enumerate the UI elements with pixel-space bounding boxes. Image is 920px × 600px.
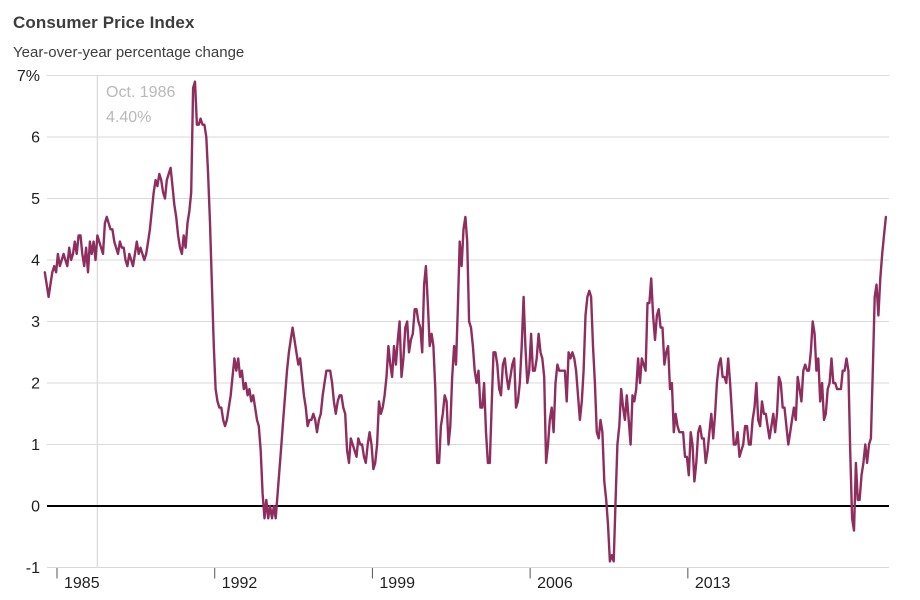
x-axis-label: 2013 bbox=[695, 575, 731, 592]
y-axis-label: 5 bbox=[31, 191, 40, 208]
chart-title: Consumer Price Index bbox=[13, 13, 195, 32]
x-axis-label: 1999 bbox=[379, 575, 415, 592]
y-axis-label: 3 bbox=[31, 314, 40, 331]
x-axis-label: 1992 bbox=[222, 575, 258, 592]
cpi-data-line[interactable] bbox=[43, 80, 888, 563]
y-axis-label: 7% bbox=[17, 68, 40, 85]
y-axis-label: -1 bbox=[26, 560, 40, 577]
y-axis-label: 6 bbox=[31, 130, 40, 147]
chart-subtitle: Year-over-year percentage change bbox=[13, 44, 245, 61]
x-axis-label: 2006 bbox=[537, 575, 573, 592]
y-axis-label: 1 bbox=[31, 437, 40, 454]
y-axis-label: 4 bbox=[31, 253, 40, 270]
y-axis-label: 0 bbox=[31, 499, 40, 516]
x-axis-label: 1985 bbox=[64, 575, 100, 592]
y-axis-label: 2 bbox=[31, 376, 40, 393]
